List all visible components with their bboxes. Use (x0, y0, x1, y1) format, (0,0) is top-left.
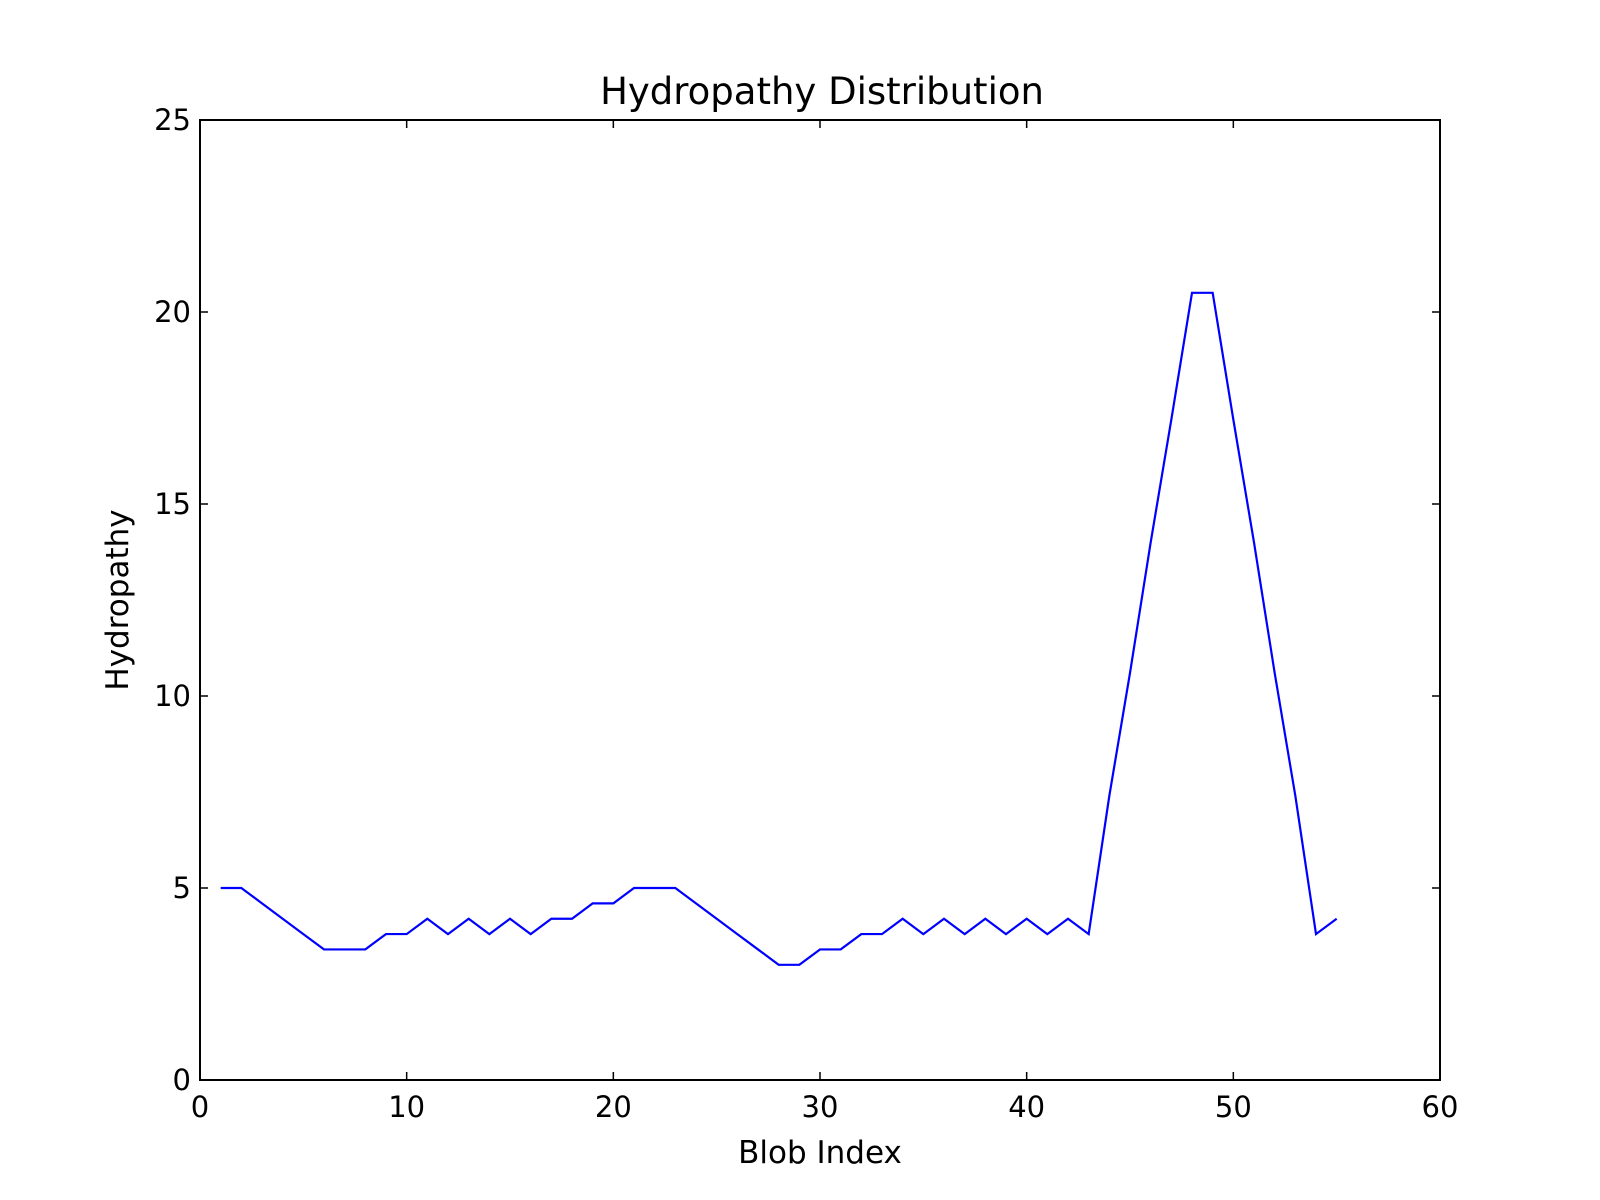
series-line (220, 291, 1338, 966)
x-tick-label: 40 (1008, 1090, 1045, 1124)
x-tick-label: 30 (802, 1090, 839, 1124)
y-axis-label: Hydropathy (100, 509, 136, 690)
y-tick-label: 15 (154, 487, 191, 521)
y-tick-label: 20 (154, 295, 191, 329)
x-tick-label: 10 (388, 1090, 425, 1124)
y-tick-label: 5 (173, 871, 191, 905)
y-tick-label: 0 (173, 1063, 191, 1097)
plot-area-frame (199, 119, 1441, 1081)
x-tick-label: 50 (1215, 1090, 1252, 1124)
y-tick-label: 25 (154, 103, 191, 137)
x-tick-label: 0 (191, 1090, 209, 1124)
x-tick-label: 20 (595, 1090, 632, 1124)
axis-tick-labels: 0 10 20 30 40 50 60 0 5 10 15 20 25 (154, 103, 1458, 1124)
x-tick-label: 60 (1422, 1090, 1459, 1124)
chart-title: Hydropathy Distribution (600, 70, 1044, 113)
series-layer (220, 291, 1338, 966)
x-axis-label: Blob Index (738, 1135, 902, 1171)
y-tick-label: 10 (154, 679, 191, 713)
